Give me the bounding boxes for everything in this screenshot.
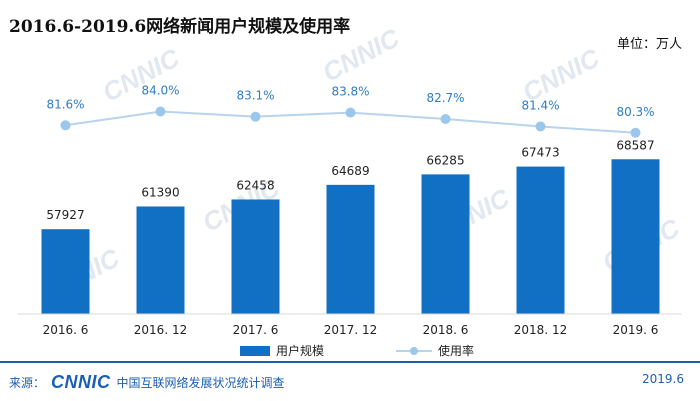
rate-value-label: 84.0% bbox=[141, 84, 179, 98]
usage-rate-point bbox=[630, 127, 641, 138]
rate-value-label: 83.8% bbox=[331, 85, 369, 99]
source-label: 来源： bbox=[9, 376, 46, 390]
footer-source: 来源： CNNIC 中国互联网络发展状况统计调查 bbox=[9, 372, 285, 393]
x-tick-label: 2016. 12 bbox=[134, 323, 187, 337]
usage-rate-point bbox=[155, 106, 166, 117]
usage-rate-point bbox=[250, 111, 261, 122]
usage-rate-point bbox=[345, 107, 356, 118]
bar-value-label: 62458 bbox=[236, 178, 274, 192]
user-scale-bar bbox=[326, 184, 375, 314]
legend-label: 使用率 bbox=[438, 343, 474, 358]
rate-value-label: 82.7% bbox=[426, 91, 464, 105]
user-scale-bar bbox=[516, 166, 565, 314]
user-scale-bar bbox=[611, 159, 660, 314]
x-tick-label: 2016. 6 bbox=[43, 323, 89, 337]
usage-rate-point bbox=[535, 121, 546, 132]
footer-divider bbox=[0, 361, 700, 363]
rate-value-label: 81.4% bbox=[521, 98, 559, 112]
bar-value-label: 68587 bbox=[616, 138, 654, 152]
rate-value-label: 81.6% bbox=[46, 97, 84, 111]
user-scale-bar bbox=[421, 174, 470, 314]
bar-value-label: 61390 bbox=[141, 185, 179, 199]
chart-title: 2016.6-2019.6网络新闻用户规模及使用率 bbox=[9, 17, 351, 37]
x-tick-label: 2017. 12 bbox=[324, 323, 377, 337]
x-tick-label: 2018. 6 bbox=[423, 323, 469, 337]
legend-label: 用户规模 bbox=[276, 343, 324, 358]
user-scale-bar bbox=[41, 229, 90, 314]
bar-value-label: 64689 bbox=[331, 164, 369, 178]
cnnic-logo: CNNIC bbox=[51, 372, 111, 392]
rate-value-label: 80.3% bbox=[616, 105, 654, 119]
unit-label: 单位：万人 bbox=[616, 37, 682, 52]
usage-rate-point bbox=[60, 120, 71, 131]
user-scale-bar bbox=[136, 206, 185, 314]
chart: 57927 61390 62458 64689 66285 67473 68587 81.6… bbox=[18, 84, 682, 358]
bar-value-label: 57927 bbox=[46, 208, 84, 222]
usage-rate-point bbox=[440, 113, 451, 124]
x-tick-label: 2018. 12 bbox=[514, 323, 567, 337]
rate-value-label: 83.1% bbox=[236, 89, 274, 103]
source-org: 中国互联网络发展状况统计调查 bbox=[116, 376, 285, 390]
legend-line-marker bbox=[410, 347, 418, 355]
bar-value-label: 66285 bbox=[426, 153, 464, 167]
legend-bar-swatch bbox=[240, 346, 270, 356]
user-scale-bar bbox=[231, 199, 280, 314]
footer-date: 2019.6 bbox=[642, 372, 684, 386]
bar-value-label: 67473 bbox=[521, 146, 559, 160]
x-tick-label: 2019. 6 bbox=[613, 323, 659, 337]
x-tick-label: 2017. 6 bbox=[233, 323, 279, 337]
